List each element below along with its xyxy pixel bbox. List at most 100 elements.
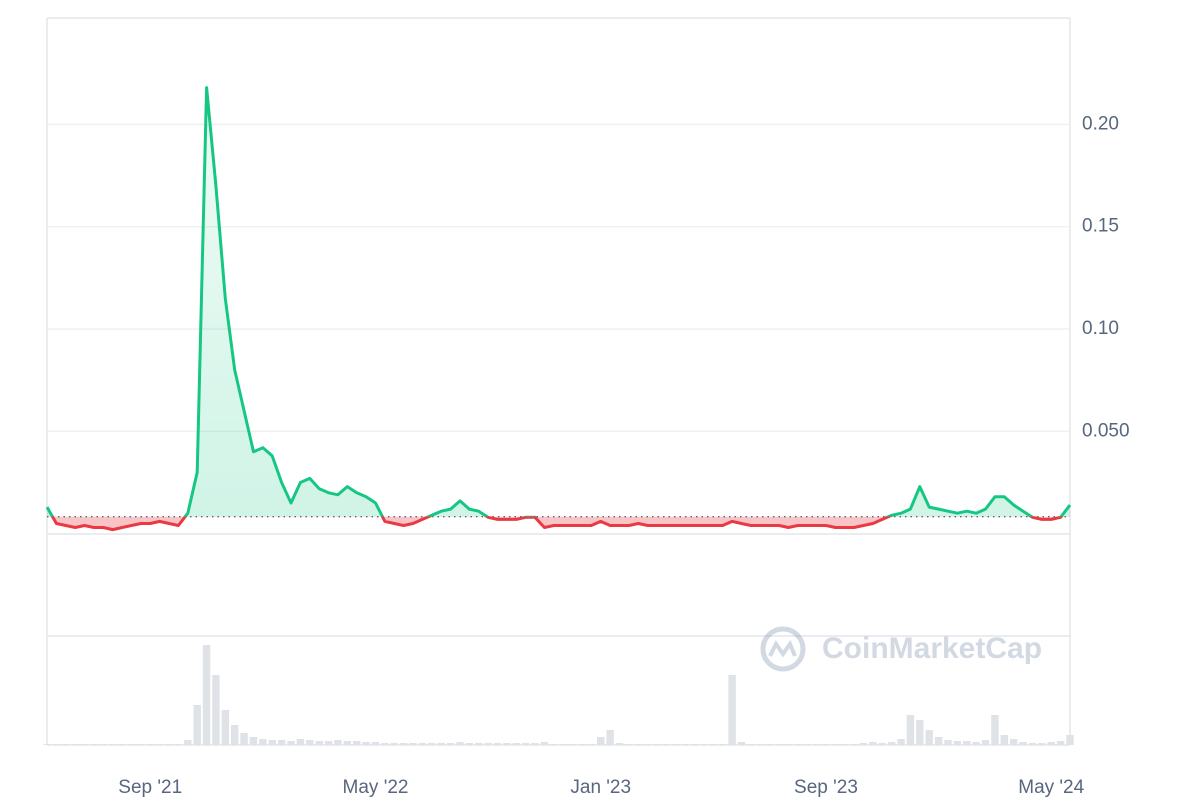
volume-bar <box>1047 742 1055 745</box>
volume-bar <box>784 744 793 745</box>
volume-bar <box>249 737 258 745</box>
volume-bar <box>240 733 248 745</box>
volume-bar <box>399 743 408 745</box>
y-tick-label: 0.15 <box>1082 216 1119 237</box>
volume-bar <box>550 744 558 745</box>
volume-bar <box>43 744 51 745</box>
volume-bar <box>287 741 295 745</box>
volume-bar <box>709 744 718 745</box>
volume-bar <box>831 744 840 745</box>
volume-bar <box>672 744 680 745</box>
volume-bar <box>521 743 530 745</box>
volume-bar <box>230 725 239 745</box>
volume-bar <box>306 740 314 745</box>
volume-bar <box>972 742 980 745</box>
volume-bar <box>747 744 755 745</box>
volume-bar <box>146 744 154 745</box>
volume-bar <box>887 742 896 745</box>
volume-bar <box>906 715 915 745</box>
x-tick-label: May '24 <box>1018 777 1084 798</box>
volume-bar <box>662 744 671 745</box>
volume-bar <box>315 741 323 745</box>
volume-bar <box>390 743 398 745</box>
volume-bar <box>597 737 605 745</box>
volume-bar <box>212 675 220 745</box>
watermark: CoinMarketCap <box>760 626 1042 672</box>
x-tick-label: Sep '23 <box>794 777 858 798</box>
volume-bar <box>174 744 183 745</box>
volume-bar <box>1000 735 1009 745</box>
volume-bar <box>559 744 567 745</box>
watermark-text: CoinMarketCap <box>822 632 1042 665</box>
volume-bar <box>850 744 858 745</box>
volume-bar <box>418 743 427 745</box>
volume-bar <box>756 744 765 745</box>
x-tick-label: Sep '21 <box>118 777 182 798</box>
volume-bar <box>137 744 145 745</box>
volume-bar <box>90 744 98 745</box>
volume-bar <box>371 742 380 745</box>
volume-bar <box>531 743 539 745</box>
volume-bar <box>127 744 136 745</box>
volume-bar <box>822 744 830 745</box>
volume-bar <box>62 744 70 745</box>
y-tick-label: 0.050 <box>1082 420 1130 441</box>
volume-bar <box>465 743 474 745</box>
volume-bar <box>981 740 990 745</box>
y-tick-label: 0.10 <box>1082 318 1119 339</box>
volume-bar <box>634 744 642 745</box>
volume-bar <box>869 742 877 745</box>
volume-bar <box>606 730 614 745</box>
volume-bar <box>944 740 952 745</box>
volume-bar <box>52 744 61 745</box>
volume-bar <box>184 740 192 745</box>
volume-bar <box>268 740 276 745</box>
volume-bar <box>615 743 624 745</box>
volume-bar <box>352 741 361 745</box>
volume-bar <box>568 744 577 745</box>
x-tick-label: May '22 <box>343 777 409 798</box>
volume-bar <box>963 741 971 745</box>
volume-bar <box>897 739 905 745</box>
volume-bar <box>587 744 596 745</box>
volume-bar <box>841 744 849 745</box>
volume-bar <box>324 741 333 745</box>
volume-bar <box>728 675 736 745</box>
volume-bar <box>155 744 164 745</box>
volume-bar <box>1028 743 1037 745</box>
volume-bar <box>428 743 436 745</box>
volume-bar <box>503 743 511 745</box>
volume-bar <box>737 742 746 745</box>
volume-bar <box>1019 742 1027 745</box>
volume-bar <box>625 744 633 745</box>
volume-bar <box>202 645 211 745</box>
volume-bar <box>99 744 108 745</box>
x-tick-label: Jan '23 <box>570 777 631 798</box>
volume-bar <box>775 744 783 745</box>
volume-bar <box>71 744 79 745</box>
volume-bar <box>334 740 342 745</box>
volume-bar <box>1066 735 1074 745</box>
volume-bar <box>643 744 652 745</box>
volume-bar <box>296 739 305 745</box>
volume-bar <box>794 744 802 745</box>
volume-bar <box>719 744 727 745</box>
volume-bar <box>540 742 549 745</box>
volume-bar <box>108 744 117 745</box>
volume-bar <box>221 710 230 745</box>
volume-bar <box>803 744 811 745</box>
volume-bar <box>991 715 999 745</box>
volume-bar <box>381 743 389 745</box>
volume-bar <box>1038 743 1046 745</box>
volume-bar <box>953 741 962 745</box>
volume-bar <box>916 720 924 745</box>
volume-bar <box>456 742 464 745</box>
volume-bar <box>277 740 286 745</box>
volume-bar <box>1009 739 1018 745</box>
volume-bar <box>812 744 821 745</box>
volume-bar <box>700 744 708 745</box>
y-tick-label: 0.20 <box>1082 113 1119 134</box>
volume-bar <box>259 739 267 745</box>
volume-bar <box>690 744 699 745</box>
